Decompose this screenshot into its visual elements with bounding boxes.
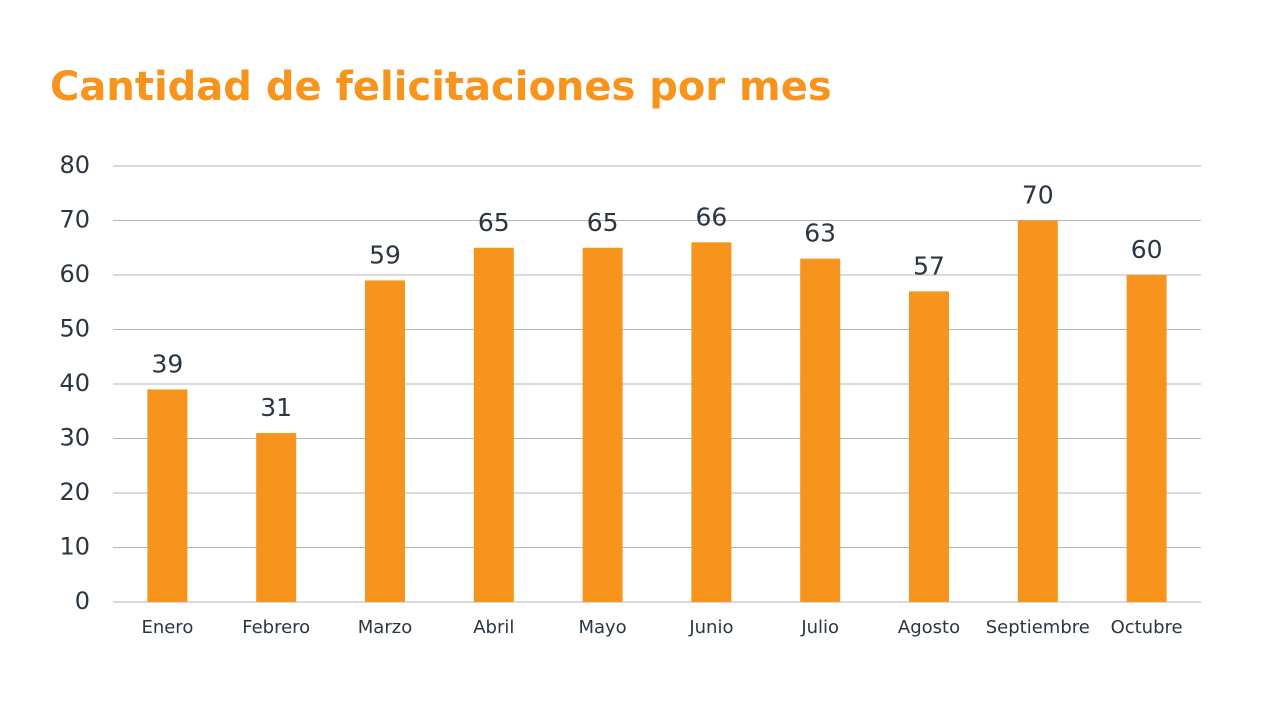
x-tick-label: Abril <box>473 617 514 638</box>
x-tick-label: Agosto <box>898 617 960 638</box>
x-tick-label: Marzo <box>358 617 412 638</box>
data-label: 66 <box>695 202 727 231</box>
bar <box>473 247 514 602</box>
y-tick-label: 70 <box>59 206 90 234</box>
y-tick-label: 60 <box>59 260 90 288</box>
data-label: 59 <box>369 240 401 269</box>
x-tick-label: Enero <box>141 617 193 638</box>
data-label: 31 <box>260 393 292 422</box>
data-label: 60 <box>1131 235 1163 264</box>
bar <box>365 280 405 602</box>
y-tick-label: 30 <box>59 424 90 452</box>
bar <box>1126 275 1167 602</box>
bar <box>800 258 841 602</box>
bar <box>582 247 623 602</box>
bar <box>256 433 297 602</box>
data-label: 65 <box>478 208 510 237</box>
bar <box>1017 220 1058 602</box>
x-tick-label: Julio <box>800 617 839 638</box>
x-tick-label: Febrero <box>242 617 310 638</box>
x-tick-label: Mayo <box>578 617 626 638</box>
data-label: 70 <box>1022 181 1054 210</box>
y-tick-label: 10 <box>59 533 90 561</box>
bar <box>147 389 188 602</box>
data-label: 39 <box>151 349 183 378</box>
y-tick-label: 40 <box>59 369 90 397</box>
y-tick-label: 0 <box>75 587 90 615</box>
y-tick-label: 80 <box>59 151 90 179</box>
y-tick-label: 50 <box>59 315 90 343</box>
y-tick-label: 20 <box>59 478 90 506</box>
x-tick-label: Junio <box>688 617 733 638</box>
x-tick-label: Octubre <box>1111 617 1183 638</box>
bar <box>909 291 949 602</box>
data-label: 65 <box>587 208 619 237</box>
data-label: 63 <box>804 219 836 248</box>
x-tick-label: Septiembre <box>986 617 1090 638</box>
bar <box>691 242 732 603</box>
data-label: 57 <box>913 251 945 280</box>
chart-title: Cantidad de felicitaciones por mes <box>50 64 832 110</box>
